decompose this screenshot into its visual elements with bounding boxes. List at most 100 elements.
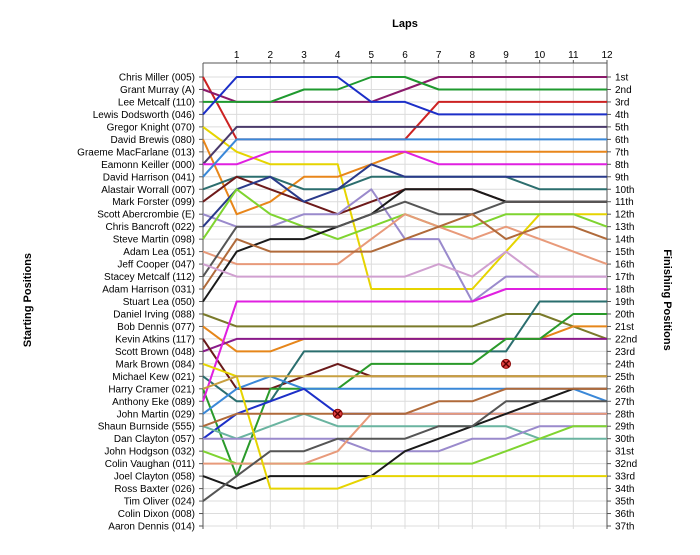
series-line: [202, 313, 607, 478]
driver-label: Joel Clayton (058): [114, 472, 195, 483]
finishing-label: 30th: [615, 434, 634, 445]
finishing-label: 11th: [615, 197, 634, 208]
y-axis-label-right: Finishing Positions: [661, 249, 673, 350]
finishing-label: 7th: [615, 147, 629, 158]
series-line: [202, 138, 607, 178]
x-tick-label: 8: [470, 50, 476, 61]
driver-label: Alastair Worrall (007): [101, 185, 195, 196]
finishing-label: 15th: [615, 247, 634, 258]
driver-label: John Hodgson (032): [104, 447, 195, 458]
driver-label: Adam Harrison (031): [102, 285, 195, 296]
series-line: [202, 400, 607, 502]
driver-label: Michael Kew (021): [112, 372, 195, 383]
x-tick-label: 6: [402, 50, 408, 61]
finishing-label: 23rd: [615, 347, 635, 358]
finishing-label: 8th: [615, 160, 629, 171]
finishing-label: 25th: [615, 372, 634, 383]
finishing-label: 31st: [615, 447, 634, 458]
series-line: [202, 200, 607, 278]
retired-marker: [501, 358, 511, 369]
driver-label: Colin Dixon (008): [118, 509, 195, 520]
driver-label: Aaron Dennis (014): [108, 522, 195, 533]
finishing-label: 35th: [615, 497, 634, 508]
finishing-label: 32nd: [615, 459, 637, 470]
driver-label: Steve Martin (098): [113, 235, 195, 246]
x-tick-label: 2: [268, 50, 274, 61]
driver-label: Daniel Irving (088): [113, 309, 195, 320]
driver-label: Dan Clayton (057): [114, 434, 195, 445]
finishing-label: 19th: [615, 297, 634, 308]
driver-label: Chris Bancroft (022): [106, 222, 195, 233]
driver-label: Bob Dennis (077): [117, 322, 195, 333]
driver-label: David Harrison (041): [103, 172, 195, 183]
finishing-label: 28th: [615, 409, 634, 420]
x-tick-label: 9: [503, 50, 509, 61]
finishing-label: 10th: [615, 185, 634, 196]
finishing-label: 36th: [615, 509, 634, 520]
driver-label: Adam Lea (051): [123, 247, 195, 258]
driver-label: Harry Cramer (021): [108, 384, 195, 395]
series-line: [202, 288, 607, 402]
driver-label: Lee Metcalf (110): [118, 97, 195, 108]
driver-label: Stuart Lea (050): [123, 297, 195, 308]
finishing-label: 3rd: [615, 97, 629, 108]
driver-label: Mark Brown (084): [116, 359, 195, 370]
driver-label: Scott Abercrombie (E): [97, 210, 195, 221]
x-tick-label: 4: [335, 50, 341, 61]
driver-label: Grant Murray (A): [120, 85, 195, 96]
driver-label: Anthony Eke (089): [112, 397, 195, 408]
finishing-label: 13th: [615, 222, 634, 233]
driver-label: Stacey Metcalf (112): [104, 272, 195, 283]
finishing-label: 26th: [615, 384, 634, 395]
series-line: [202, 387, 607, 428]
driver-label: Mark Forster (099): [112, 197, 195, 208]
x-tick-label: 11: [568, 50, 579, 61]
x-tick-label: 1: [234, 50, 240, 61]
finishing-label: 9th: [615, 172, 629, 183]
driver-label: Graeme MacFarlane (013): [77, 147, 195, 158]
finishing-label: 22nd: [615, 334, 637, 345]
finishing-label: 14th: [615, 235, 634, 246]
series-line: [202, 375, 607, 390]
finishing-label: 21st: [615, 322, 634, 333]
series-line: [202, 250, 607, 278]
series-line: [202, 213, 608, 266]
x-tick-label: 3: [301, 50, 307, 61]
series-line: [202, 163, 607, 228]
series-line: [203, 150, 607, 166]
series-line: [202, 313, 608, 340]
finishing-label: 12th: [615, 210, 634, 221]
driver-label: Kevin Atkins (117): [115, 334, 195, 345]
finishing-label: 1st: [615, 73, 629, 84]
finishing-label: 29th: [615, 422, 634, 433]
x-tick-label: 7: [436, 50, 442, 61]
finishing-label: 5th: [615, 122, 629, 133]
driver-label: Ross Baxter (026): [114, 484, 195, 495]
finishing-label: 33rd: [615, 472, 635, 483]
driver-label: Shaun Burnside (555): [98, 422, 195, 433]
series-line: [202, 362, 607, 490]
driver-label: Colin Vaughan (011): [105, 459, 195, 470]
driver-label: Eamonn Keiller (000): [101, 160, 195, 171]
x-tick-label: 10: [534, 50, 546, 61]
finishing-label: 16th: [615, 260, 634, 271]
series-lines: [202, 76, 608, 502]
driver-label: Jeff Cooper (047): [117, 260, 195, 271]
series-line: [202, 213, 608, 290]
series-line: [203, 76, 607, 103]
x-tick-label: 12: [601, 50, 613, 61]
finishing-label: 24th: [615, 359, 634, 370]
series-line: [202, 125, 607, 165]
chart-title: Laps: [392, 18, 418, 30]
finishing-label: 17th: [615, 272, 634, 283]
driver-label: Chris Miller (005): [119, 73, 195, 84]
finishing-label: 4th: [615, 110, 629, 121]
driver-label: Tim Oliver (024): [124, 497, 195, 508]
finishing-label: 20th: [615, 309, 634, 320]
driver-label: David Brewis (080): [111, 135, 195, 146]
driver-label: John Martin (029): [117, 409, 195, 420]
y-axis-label-left: Starting Positions: [22, 253, 34, 347]
